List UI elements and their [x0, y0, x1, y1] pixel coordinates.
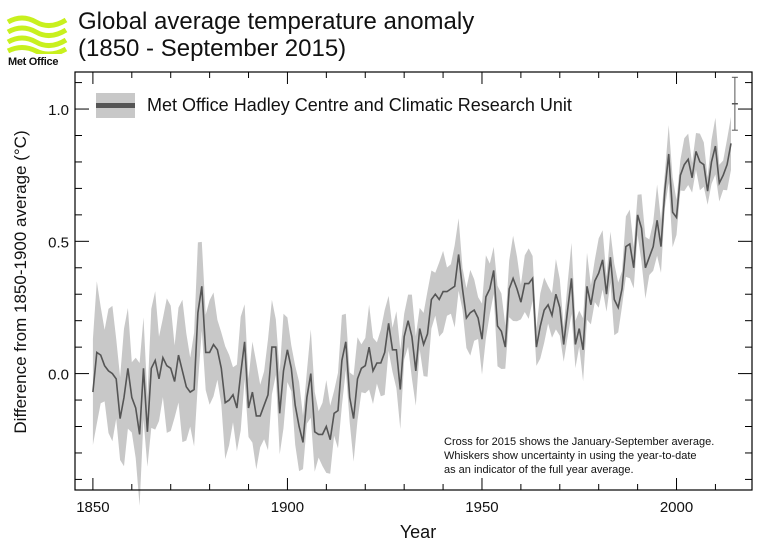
logo-text: Met Office: [8, 56, 59, 68]
series-line: [92, 143, 732, 443]
legend-swatch-line: [96, 103, 135, 108]
x-tick-label: 1850: [76, 499, 109, 516]
annotation-text-line: Whiskers show uncertainty in using the y…: [444, 450, 697, 462]
legend-label: Met Office Hadley Centre and Climatic Re…: [147, 95, 572, 115]
y-tick-label: 1.0: [48, 102, 69, 119]
y-tick-label: 0.0: [48, 367, 69, 384]
chart-title: Global average temperature anomaly (1850…: [78, 8, 474, 62]
legend: Met Office Hadley Centre and Climatic Re…: [96, 93, 572, 118]
y-tick-label: 0.5: [48, 234, 69, 251]
x-tick-label: 2000: [660, 499, 693, 516]
x-tick-label: 1950: [465, 499, 498, 516]
annotation-text-line: Cross for 2015 shows the January-Septemb…: [444, 436, 715, 448]
uncertainty-band: [92, 116, 731, 506]
met-office-logo: [6, 14, 70, 59]
annotation: Cross for 2015 shows the January-Septemb…: [444, 435, 714, 477]
x-axis-label: Year: [400, 522, 436, 542]
annotation-line: Cross for 2015 shows the January-Septemb…: [444, 435, 714, 477]
y-axis-label: Difference from 1850-1900 average (°C): [11, 130, 30, 433]
chart-subtitle: (1850 - September 2015): [78, 35, 347, 62]
annotation-text-line: as an indicator of the full year average…: [444, 464, 634, 476]
plot-frame: [74, 71, 753, 491]
x-tick-label: 1900: [271, 499, 304, 516]
logo-waves-icon: [6, 15, 68, 57]
chart-title-main: Global average temperature anomaly: [78, 8, 475, 35]
